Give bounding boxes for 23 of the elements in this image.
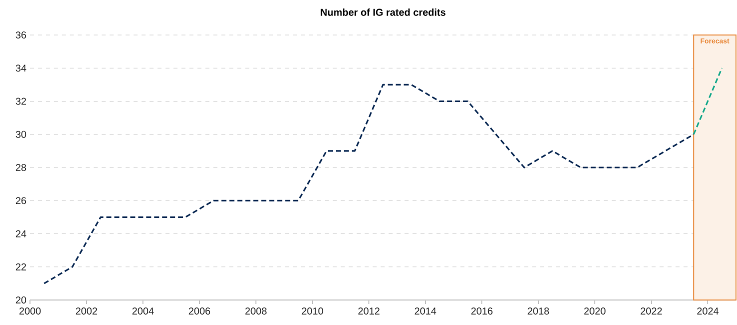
- chart-title: Number of IG rated credits: [320, 8, 446, 16]
- y-tick-label: 28: [16, 164, 26, 172]
- x-tick-label: 2018: [528, 308, 549, 315]
- x-tick-label: 2022: [640, 308, 662, 315]
- y-tick-label: 36: [16, 31, 26, 39]
- x-tick-label: 2000: [19, 308, 41, 315]
- x-tick-label: 2012: [358, 308, 380, 315]
- y-tick-label: 20: [16, 296, 26, 304]
- x-tick-label: 2002: [76, 308, 98, 315]
- y-tick-label: 34: [16, 64, 26, 72]
- x-tick-label: 2024: [697, 308, 719, 315]
- x-tick-label: 2008: [245, 308, 267, 315]
- y-tick-label: 30: [16, 130, 26, 138]
- y-tick-label: 24: [16, 230, 26, 238]
- y-tick-label: 26: [16, 197, 26, 204]
- x-tick-label: 2014: [414, 308, 436, 315]
- y-tick-label: 32: [16, 98, 26, 105]
- x-tick-label: 2004: [132, 308, 154, 315]
- x-tick-label: 2016: [471, 308, 492, 315]
- x-tick-label: 2020: [584, 308, 606, 315]
- y-tick-label: 22: [16, 263, 26, 270]
- x-tick-label: 2006: [188, 308, 210, 315]
- x-tick-label: 2010: [302, 308, 324, 315]
